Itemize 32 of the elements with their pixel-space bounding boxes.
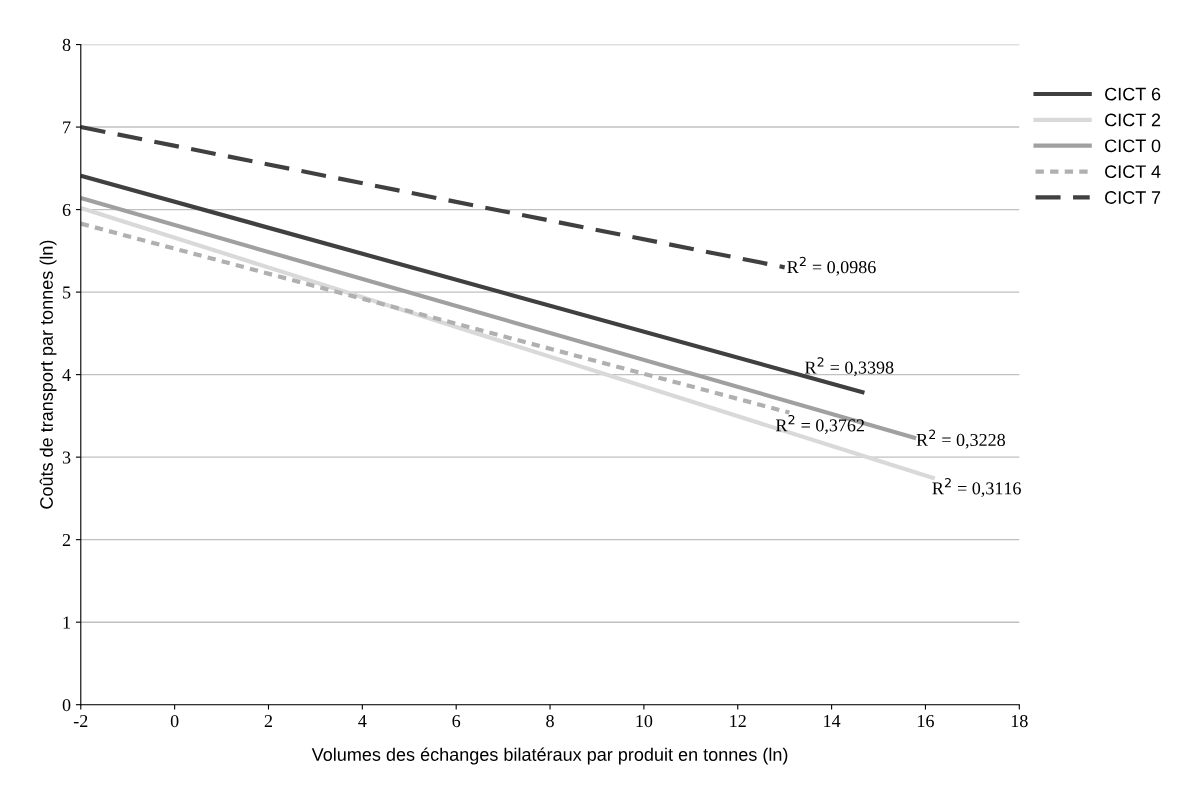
y-tick-label: 6 <box>62 203 71 217</box>
x-axis-title: Volumes des échanges bilatéraux par produit en tonnes (ln) <box>311 747 788 765</box>
y-tick-label: 3 <box>62 451 71 464</box>
annotation: R$^{2}$ = 0,3228 <box>916 429 1005 449</box>
y-tick-label: 7 <box>63 121 71 134</box>
x-tick-label: 0 <box>170 714 179 728</box>
x-tick-label: 8 <box>546 714 554 728</box>
x-tick-label: 10 <box>636 714 653 728</box>
x-tick-label: 6 <box>452 714 461 728</box>
annotation: R$^{2}$ = 0,3116 <box>932 477 1021 498</box>
y-tick-label: 5 <box>63 286 71 299</box>
x-tick-label: 14 <box>824 715 841 727</box>
legend-label: CICT 2 <box>1105 113 1161 127</box>
y-tick-label: 1 <box>63 616 70 629</box>
annotation: R$^{2}$ = 0,0986 <box>787 256 876 276</box>
x-tick-label: -2 <box>73 714 88 727</box>
annotation: R$^{2}$ = 0,3398 <box>804 357 894 377</box>
legend-label: CICT 0 <box>1105 139 1161 153</box>
y-tick-label: 8 <box>62 38 71 51</box>
x-tick-label: 4 <box>358 715 367 727</box>
legend-label: CICT 7 <box>1105 191 1161 204</box>
annotation: R$^{2}$ = 0,3762 <box>775 414 864 435</box>
y-tick-label: 2 <box>62 533 71 546</box>
y-tick-label: 0 <box>62 698 71 712</box>
x-tick-label: 12 <box>730 714 746 727</box>
y-tick-label: 4 <box>62 369 71 381</box>
legend-label: CICT 6 <box>1105 87 1161 101</box>
legend-label: CICT 4 <box>1105 165 1161 179</box>
x-tick-label: 18 <box>1011 714 1028 728</box>
x-tick-label: 2 <box>264 714 273 727</box>
y-axis-title: Coûts de transport par tonnes (ln) <box>39 240 57 509</box>
x-tick-label: 16 <box>918 714 934 728</box>
